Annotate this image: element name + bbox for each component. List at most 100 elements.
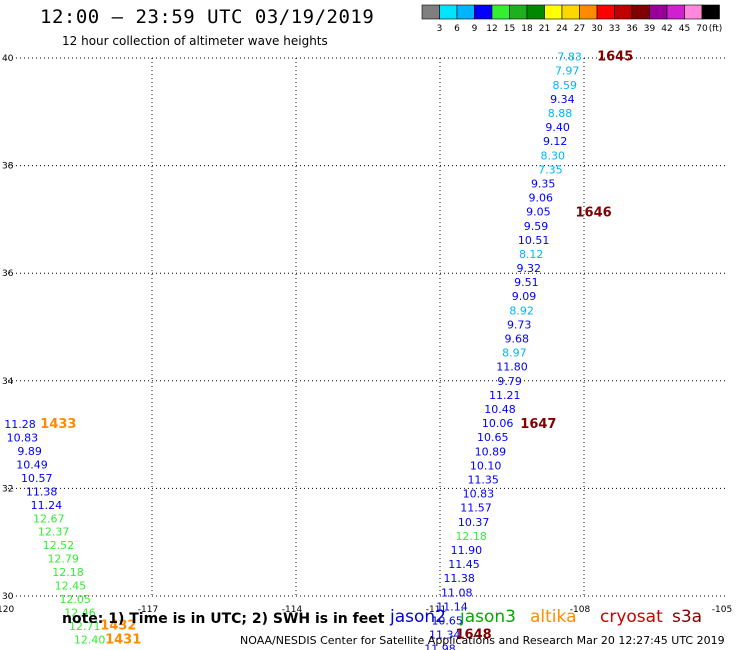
wave-height-point: 11.35 — [467, 474, 499, 487]
data-points: 7.837.978.599.348.889.409.12 8.307.359.35… — [4, 51, 582, 650]
x-tick-label: -117 — [138, 605, 158, 615]
wave-height-point: 10.65 — [477, 431, 509, 444]
x-tick-label: -105 — [712, 605, 732, 615]
color-scale-label: 9 — [472, 24, 478, 34]
wave-height-point: 9.40 — [545, 121, 570, 134]
wave-height-point: 11.24 — [31, 499, 63, 512]
satellite-legend-s3a: s3a — [672, 607, 703, 627]
wave-height-point: 12.18 — [455, 530, 487, 543]
color-scale-label: 39 — [644, 24, 656, 34]
wave-height-point: 12.05 — [59, 593, 91, 606]
wave-height-point: 8.30 — [541, 150, 566, 163]
wave-height-point: 11.34 — [429, 629, 461, 642]
wave-height-point: 11.45 — [448, 558, 480, 571]
color-swatch — [579, 4, 598, 20]
color-scale-label: 24 — [556, 24, 568, 34]
wave-height-point: 12.37 — [38, 526, 70, 539]
wave-height-point: 8.92 — [509, 305, 534, 318]
color-swatch — [614, 4, 633, 20]
wave-height-point: 8.97 — [502, 347, 527, 360]
wave-height-point: 9.34 — [550, 93, 575, 106]
wave-height-point: 11.21 — [489, 389, 521, 402]
color-scale-label: 18 — [521, 24, 533, 34]
wave-height-point: 12.45 — [55, 580, 87, 593]
wave-height-point: 11.08 — [441, 587, 473, 600]
wave-height-point: 10.48 — [484, 403, 516, 416]
color-swatch — [701, 4, 720, 20]
wave-height-point: 9.51 — [514, 276, 539, 289]
wave-height-point: 9.05 — [526, 206, 551, 219]
wave-height-point: 10.89 — [475, 446, 507, 459]
wave-height-point: 12.40 — [74, 633, 106, 646]
wave-height-point: 12.18 — [52, 566, 84, 579]
wave-height-point: 11.28 — [4, 418, 36, 431]
satellite-legend-altika: altika — [530, 607, 577, 627]
satellite-legend-cryosat: cryosat — [600, 607, 663, 627]
wave-height-point: 10.06 — [482, 417, 514, 430]
time-label: 1433 — [40, 417, 76, 432]
chart-grid — [8, 57, 728, 597]
page-title: 12:00 – 23:59 UTC 03/19/2019 — [40, 6, 375, 28]
color-scale-label: 42 — [661, 24, 672, 34]
time-label: 1431 — [105, 632, 141, 647]
color-swatch — [421, 4, 440, 20]
color-swatch — [684, 4, 703, 20]
color-swatch — [544, 4, 563, 20]
y-tick-label: 38 — [2, 162, 14, 172]
wave-height-point: 11.14 — [436, 601, 468, 614]
color-scale-label: 6 — [454, 24, 460, 34]
wave-height-point: 11.57 — [460, 502, 492, 515]
wave-height-point: 10.49 — [16, 458, 48, 471]
x-tick-label: -114 — [282, 605, 303, 615]
wave-height-point: 12.52 — [43, 539, 75, 552]
x-tick-label: -108 — [570, 605, 591, 615]
time-label: 1647 — [520, 417, 556, 432]
color-swatch — [526, 4, 545, 20]
wave-height-point: 9.79 — [497, 375, 522, 388]
wave-height-point: 11.90 — [451, 544, 483, 557]
color-scale-label: 30 — [591, 24, 603, 34]
footer-note: note: 1) Time is in UTC; 2) SWH is in fe… — [62, 611, 385, 627]
wave-height-point: 11.38 — [26, 485, 58, 498]
wave-height-point: 11.38 — [443, 572, 475, 585]
wave-height-point: 9.06 — [529, 192, 554, 205]
wave-height-point: 7.35 — [538, 164, 563, 177]
wave-height-point: 9.59 — [524, 220, 549, 233]
color-scale-label: 21 — [539, 24, 550, 34]
y-tick-label: 40 — [2, 54, 14, 64]
color-swatch — [491, 4, 510, 20]
color-swatch — [666, 4, 685, 20]
color-swatch — [456, 4, 475, 20]
wave-height-point: 10.83 — [463, 488, 495, 501]
wave-height-point: 7.97 — [555, 65, 580, 78]
page-subtitle: 12 hour collection of altimeter wave hei… — [62, 34, 328, 48]
time-label: 1646 — [576, 206, 612, 221]
wave-height-point: 10.57 — [21, 472, 53, 485]
wave-height-point: 9.35 — [531, 178, 556, 191]
wave-height-point: 10.51 — [518, 234, 550, 247]
color-scale-label: 36 — [626, 24, 638, 34]
wave-height-point: 9.09 — [512, 290, 537, 303]
y-tick-label: 30 — [2, 592, 14, 602]
satellite-legend-jason3: jason3 — [460, 607, 516, 627]
color-scale-label: 12 — [486, 24, 497, 34]
axis-ticks: -120 -117 -114 -111 -108 -105 30 32 34 36 38 40 — [0, 54, 732, 615]
wave-height-point: 7.83 — [557, 51, 582, 64]
wave-height-point: 8.59 — [553, 79, 578, 92]
color-swatch — [649, 4, 668, 20]
wave-height-point: 8.88 — [548, 107, 573, 120]
color-scale-label: 15 — [504, 24, 515, 34]
color-swatch — [561, 4, 580, 20]
wave-height-point: 10.37 — [458, 516, 490, 529]
color-scale-unit: (ft) — [709, 24, 723, 34]
y-tick-label: 34 — [2, 377, 14, 387]
time-label: 1645 — [597, 50, 633, 65]
wave-height-point: 9.89 — [17, 445, 42, 458]
wave-height-point: 12.46 — [64, 606, 96, 619]
y-tick-label: 32 — [2, 484, 13, 494]
color-swatch — [596, 4, 615, 20]
wave-height-point: 9.32 — [517, 262, 542, 275]
color-swatch — [509, 4, 528, 20]
y-tick-label: 36 — [2, 269, 14, 279]
